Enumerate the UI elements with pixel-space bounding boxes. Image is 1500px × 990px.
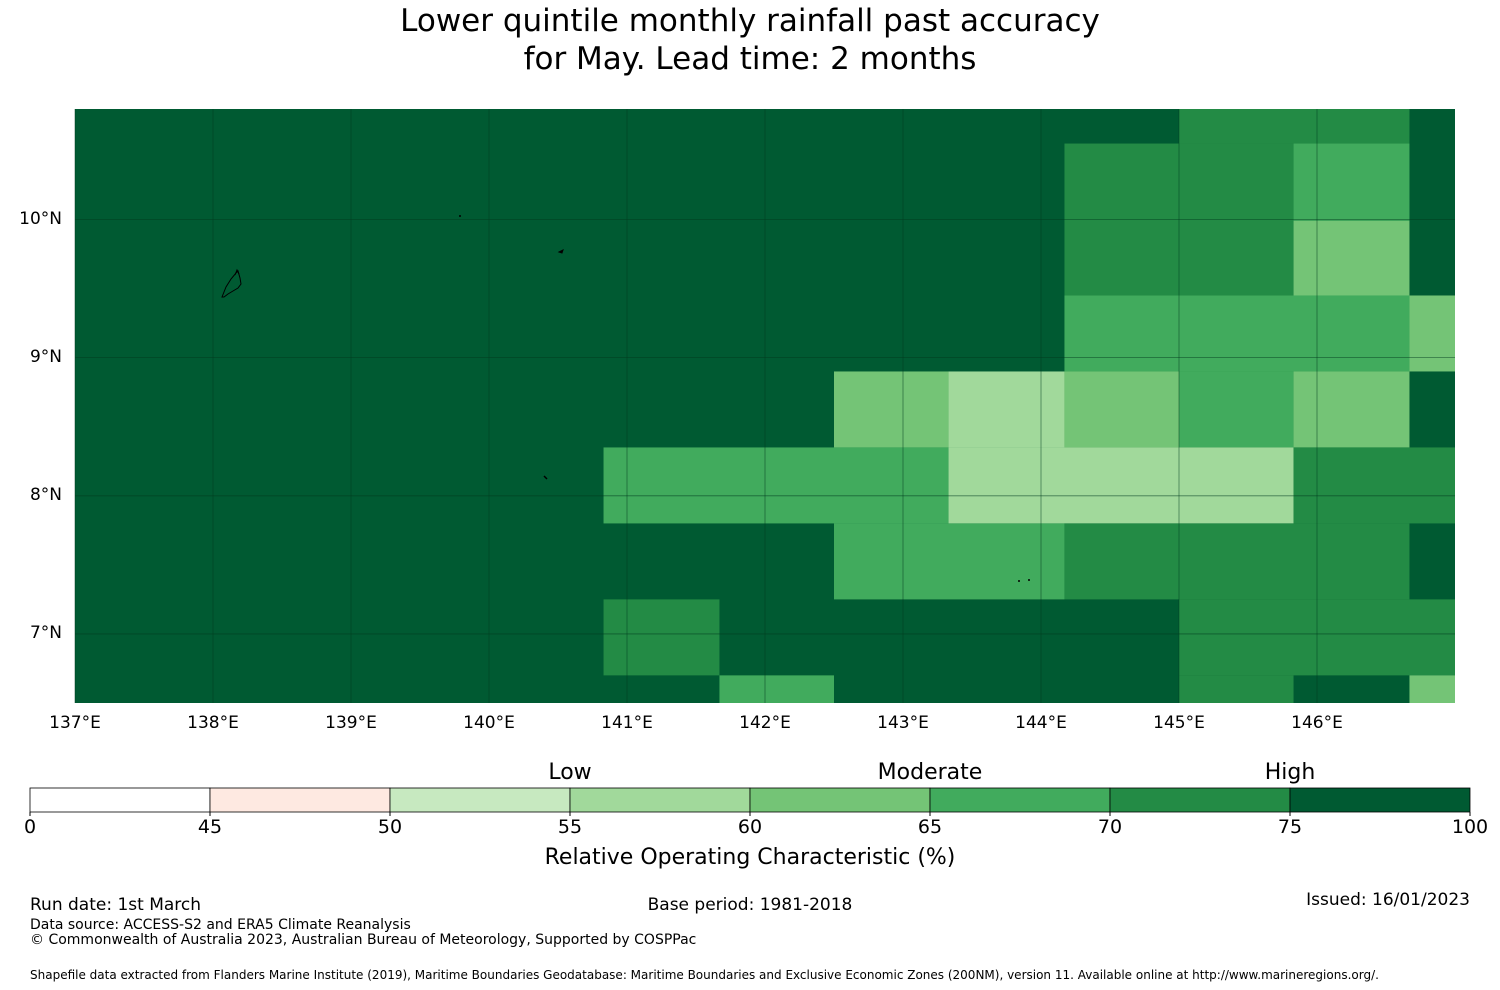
colorbar-label: Relative Operating Characteristic (%) xyxy=(544,845,956,870)
heatmap-cell xyxy=(1293,371,1410,448)
longitude-label: 146°E xyxy=(1291,713,1343,733)
island-outline xyxy=(557,249,564,254)
colorbar-category-label: Low xyxy=(548,760,592,785)
heatmap-cell xyxy=(603,599,720,676)
heatmap-cell xyxy=(1064,523,1410,600)
run-date: Run date: 1st March xyxy=(30,895,202,915)
shapefile-credit: Shapefile data extracted from Flanders M… xyxy=(30,968,1379,982)
latitude-label: 10°N xyxy=(19,208,62,229)
copyright-notice: © Commonwealth of Australia 2023, Austra… xyxy=(30,932,697,948)
longitude-label: 142°E xyxy=(739,713,791,733)
map-title: Lower quintile monthly rainfall past acc… xyxy=(0,2,1500,78)
colorbar-tick-label: 75 xyxy=(1277,816,1303,838)
colorbar-tick-label: 100 xyxy=(1451,816,1489,838)
longitude-label: 139°E xyxy=(325,713,377,733)
heatmap-cell xyxy=(1064,295,1410,372)
map-title-line2: for May. Lead time: 2 months xyxy=(523,41,977,77)
colorbar-bin xyxy=(389,787,571,813)
longitude-label: 137°E xyxy=(49,713,101,733)
longitude-label: 145°E xyxy=(1153,713,1205,733)
map-figure xyxy=(29,109,1471,816)
heatmap-cell xyxy=(834,523,1065,600)
island-outline xyxy=(459,215,461,217)
colorbar-tick-label: 0 xyxy=(23,816,37,838)
longitude-label: 140°E xyxy=(463,713,515,733)
island-outline xyxy=(221,270,242,298)
heatmap-cell xyxy=(1409,295,1455,372)
colorbar-bin xyxy=(749,787,931,813)
map-plot-area xyxy=(74,109,1455,703)
colorbar xyxy=(29,787,1471,816)
heatmap-cell xyxy=(603,447,949,524)
base-period: Base period: 1981-2018 xyxy=(647,895,853,915)
heatmap-cell xyxy=(1293,143,1410,221)
heatmap-cell xyxy=(1179,109,1410,144)
heatmap-cell xyxy=(1293,220,1410,296)
latitude-label: 8°N xyxy=(29,484,62,505)
colorbar-tick-label: 45 xyxy=(197,816,223,838)
longitude-label: 143°E xyxy=(877,713,929,733)
heatmap-cell xyxy=(719,675,834,703)
island-outline xyxy=(543,475,548,480)
island-outlines xyxy=(221,215,1030,582)
colorbar-bin xyxy=(1289,787,1471,813)
colorbar-tick-label: 65 xyxy=(917,816,943,838)
longitude-label: 138°E xyxy=(187,713,239,733)
heatmap-cell xyxy=(1064,109,1179,144)
data-source: Data source: ACCESS-S2 and ERA5 Climate … xyxy=(30,917,411,933)
heatmap-cell xyxy=(834,371,949,448)
longitude-label: 141°E xyxy=(601,713,653,733)
colorbar-bin xyxy=(209,787,391,813)
island-outline xyxy=(234,268,240,276)
colorbar-tick-label: 55 xyxy=(557,816,583,838)
longitude-label: 144°E xyxy=(1015,713,1067,733)
colorbar-category-label: High xyxy=(1264,760,1316,785)
colorbar-tick-label: 70 xyxy=(1097,816,1123,838)
island-outline xyxy=(1018,580,1020,582)
colorbar-category-label: Moderate xyxy=(877,760,983,785)
latitude-label: 7°N xyxy=(29,622,62,643)
colorbar-bin xyxy=(569,787,751,813)
colorbar-tick-label: 50 xyxy=(377,816,403,838)
heatmap-cell xyxy=(1064,371,1179,448)
heatmap-cell xyxy=(1179,675,1294,703)
heatmap-cell xyxy=(948,371,1065,448)
colorbar-bin xyxy=(929,787,1111,813)
latitude-label: 9°N xyxy=(29,346,62,367)
heatmap-cell xyxy=(948,447,1294,524)
island-outline xyxy=(1028,579,1030,581)
colorbar-tick-label: 60 xyxy=(737,816,763,838)
map-title-line1: Lower quintile monthly rainfall past acc… xyxy=(400,3,1100,39)
colorbar-bin xyxy=(1109,787,1291,813)
heatmap-cell xyxy=(1179,371,1294,448)
issued-date: Issued: 16/01/2023 xyxy=(1306,890,1470,910)
heatmap-cell xyxy=(1293,447,1455,524)
colorbar-bin xyxy=(29,787,211,813)
heatmap-cell xyxy=(1409,675,1455,703)
